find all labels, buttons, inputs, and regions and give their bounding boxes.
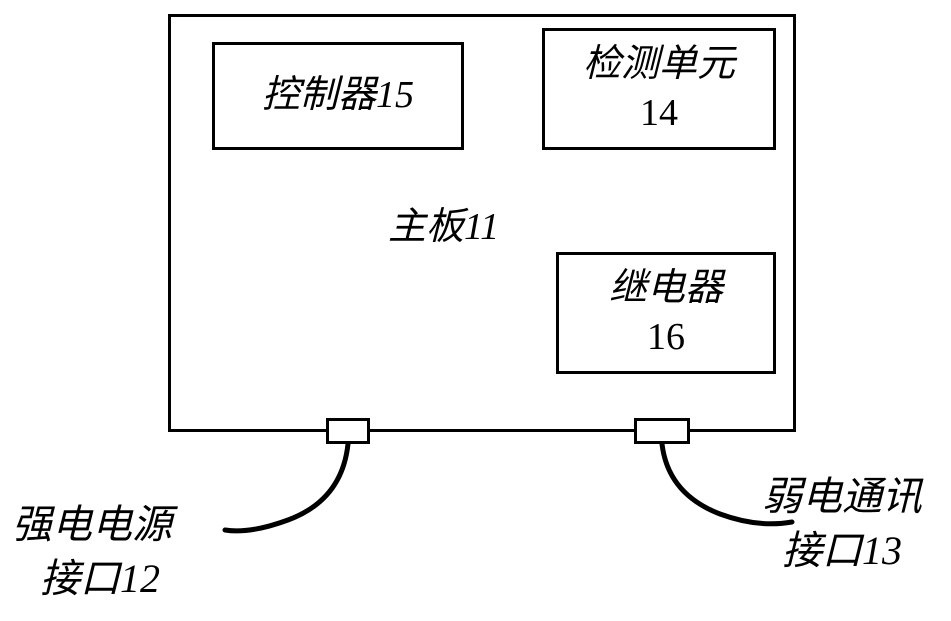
relay-box: 继电器 16	[556, 252, 776, 374]
strong-power-label-line1: 强电电源	[12, 498, 172, 552]
relay-label-bottom: 16	[647, 313, 685, 362]
strong-power-port	[326, 418, 370, 444]
strong-power-label: 强电电源 接口12	[12, 498, 172, 606]
weak-comm-label-line2: 接口13	[762, 524, 922, 578]
controller-label: 控制器15	[262, 71, 414, 120]
weak-comm-label: 弱电通讯 接口13	[762, 470, 922, 578]
weak-comm-port	[634, 418, 690, 444]
relay-label-top: 继电器	[609, 264, 723, 313]
controller-box: 控制器15	[212, 42, 464, 150]
detection-unit-box: 检测单元 14	[542, 28, 776, 150]
detection-unit-label-top: 检测单元	[583, 40, 735, 89]
main-board-label: 主板11	[388, 195, 499, 250]
strong-power-label-line2: 接口12	[12, 552, 172, 606]
weak-comm-label-line1: 弱电通讯	[762, 470, 922, 524]
block-diagram: 控制器15 检测单元 14 主板11 继电器 16 强电电源 接口12 弱电通讯…	[0, 0, 951, 621]
detection-unit-label-bottom: 14	[640, 89, 678, 138]
